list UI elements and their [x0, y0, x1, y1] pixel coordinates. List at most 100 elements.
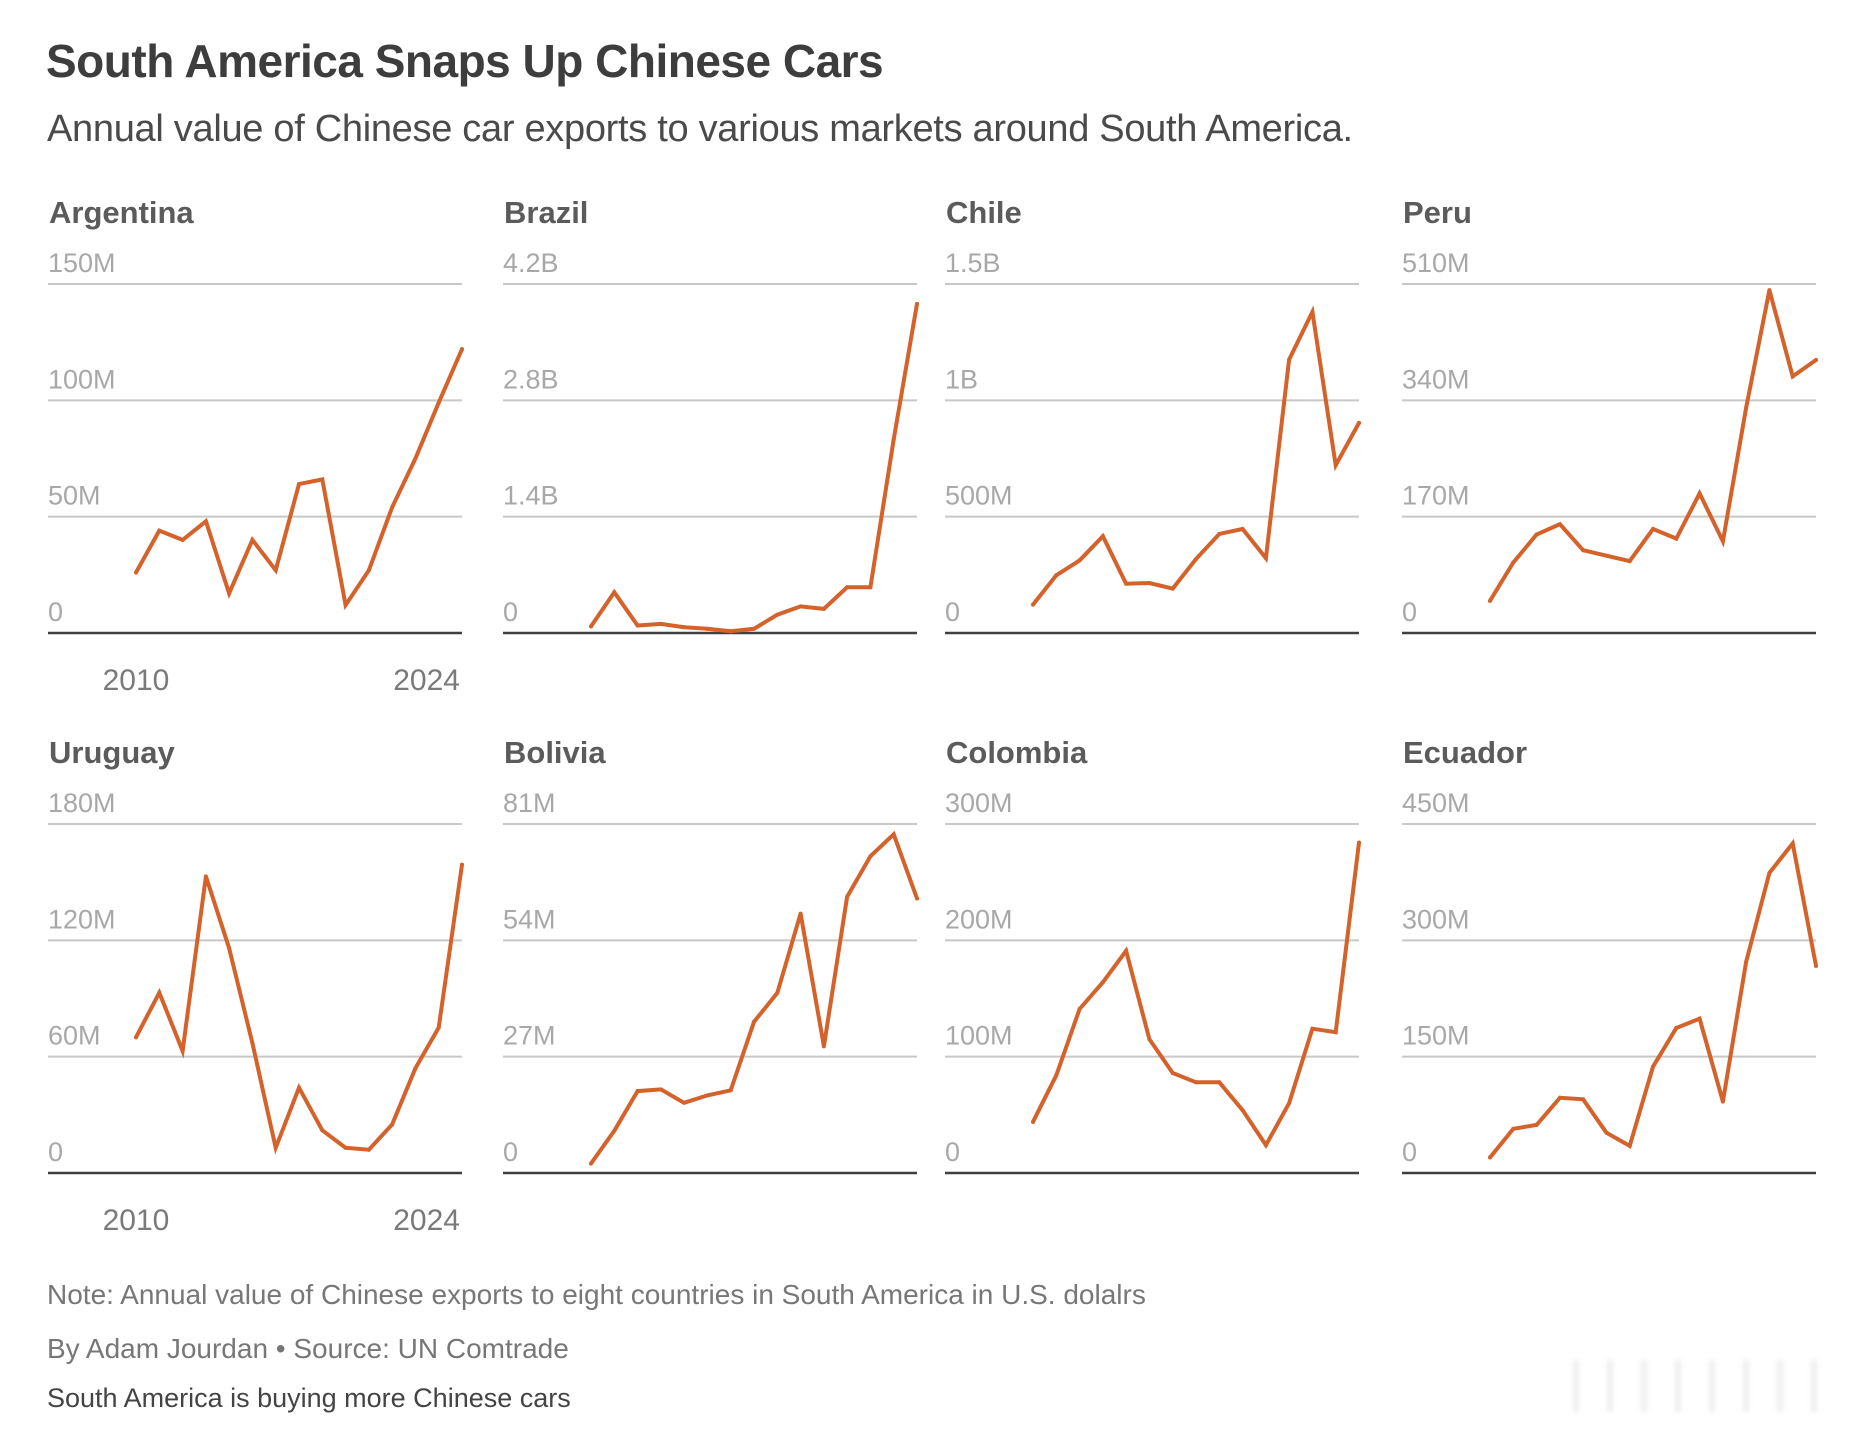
data-point	[390, 1122, 395, 1127]
data-point	[1333, 463, 1338, 468]
data-point	[1511, 1126, 1516, 1131]
data-point	[1720, 539, 1725, 544]
series-line-bolivia	[589, 830, 919, 1166]
data-point	[868, 585, 873, 590]
y-tick-label: 500M	[945, 481, 1013, 511]
data-point	[635, 623, 640, 628]
data-point	[134, 570, 138, 575]
data-point	[868, 854, 873, 859]
data-point	[366, 568, 371, 573]
data-point	[1194, 1080, 1198, 1085]
y-tick-label: 0	[945, 1137, 960, 1167]
data-point	[390, 505, 395, 510]
data-point	[1627, 559, 1632, 564]
panel-title: Chile	[946, 195, 1022, 230]
data-point	[1287, 357, 1292, 362]
data-point	[752, 626, 756, 631]
data-point	[682, 1100, 687, 1105]
data-point	[1557, 522, 1562, 527]
panel-argentina: Argentina 0 50M 100M 150M 2010 2024	[48, 195, 464, 715]
panel-title: Argentina	[49, 195, 194, 230]
line-chart: 0 150M 300M 450M	[1402, 788, 1818, 1175]
data-point	[413, 1066, 418, 1071]
data-point	[460, 347, 464, 352]
series-line-colombia	[1031, 840, 1361, 1149]
line-chart: 0 60M 120M 180M 2010 2024	[48, 788, 464, 1237]
data-point	[227, 591, 232, 596]
y-tick-label: 0	[945, 597, 960, 627]
data-point	[1790, 374, 1795, 379]
x-tick-label: 2010	[103, 664, 170, 697]
data-point	[705, 1093, 710, 1098]
data-point	[1310, 309, 1315, 314]
x-tick-label: 2024	[393, 664, 460, 697]
y-tick-label: 1.5B	[945, 248, 1001, 278]
data-point	[1534, 1122, 1539, 1127]
line-chart: 0 100M 200M 300M	[945, 788, 1361, 1175]
data-point	[612, 590, 617, 595]
panel-title: Brazil	[504, 195, 589, 230]
data-point	[157, 528, 162, 533]
y-tick-label: 81M	[503, 788, 556, 818]
data-point	[436, 400, 441, 405]
series-line-argentina	[134, 347, 464, 611]
data-point	[343, 1145, 348, 1150]
data-point	[320, 1128, 325, 1133]
data-point	[589, 624, 593, 629]
data-point	[1674, 1025, 1679, 1030]
data-point	[1240, 526, 1245, 531]
data-point	[1767, 288, 1772, 293]
data-point	[1511, 560, 1516, 565]
data-point	[1604, 553, 1609, 558]
data-point	[1557, 1095, 1562, 1100]
panel-bolivia: Bolivia 0 27M 54M 81M	[503, 735, 919, 1255]
data-point	[1147, 580, 1152, 585]
data-point	[891, 832, 896, 837]
data-point	[1240, 1108, 1245, 1113]
data-point	[1744, 405, 1749, 410]
panel-title: Bolivia	[504, 735, 606, 770]
data-point	[180, 537, 185, 542]
data-point	[1263, 1143, 1268, 1148]
y-tick-label: 60M	[48, 1021, 101, 1051]
data-point	[1310, 1026, 1315, 1031]
byline-source: By Adam Jourdan • Source: UN Comtrade	[47, 1333, 569, 1364]
data-point	[413, 456, 418, 461]
data-point	[1217, 531, 1222, 536]
data-point	[1100, 980, 1105, 985]
chart-subtitle: Annual value of Chinese car exports to v…	[47, 108, 1353, 150]
y-tick-label: 4.2B	[503, 248, 559, 278]
y-tick-label: 0	[503, 1137, 518, 1167]
data-point	[1627, 1143, 1632, 1148]
y-tick-label: 2.8B	[503, 364, 559, 394]
series-line-ecuador	[1488, 838, 1818, 1160]
data-point	[821, 1044, 826, 1049]
y-tick-label: 27M	[503, 1021, 556, 1051]
data-point	[1697, 1016, 1702, 1021]
y-tick-label: 100M	[945, 1021, 1013, 1051]
panel-uruguay: Uruguay 0 60M 120M 180M 2010 2024	[48, 735, 464, 1255]
line-chart: 0 50M 100M 150M 2010 2024	[48, 248, 464, 697]
data-point	[798, 604, 803, 609]
data-point	[203, 519, 208, 524]
caption: South America is buying more Chinese car…	[47, 1383, 571, 1413]
y-tick-label: 0	[503, 597, 518, 627]
data-point	[658, 1087, 663, 1092]
series-line-brazil	[589, 301, 919, 634]
data-point	[728, 1088, 733, 1093]
data-point	[891, 437, 896, 442]
data-point	[297, 1085, 301, 1090]
data-point	[297, 482, 301, 487]
data-point	[250, 1041, 255, 1046]
line-chart: 0 1.4B 2.8B 4.2B	[503, 248, 919, 635]
y-tick-label: 50M	[48, 481, 101, 511]
data-point	[273, 1145, 278, 1150]
data-point	[1744, 960, 1749, 965]
data-point	[589, 1161, 593, 1166]
data-point	[320, 477, 325, 482]
panel-title: Ecuador	[1403, 735, 1528, 770]
data-point	[775, 612, 780, 617]
data-point	[1077, 558, 1082, 563]
data-point	[134, 1035, 138, 1040]
footnote: Note: Annual value of Chinese exports to…	[47, 1279, 1146, 1310]
